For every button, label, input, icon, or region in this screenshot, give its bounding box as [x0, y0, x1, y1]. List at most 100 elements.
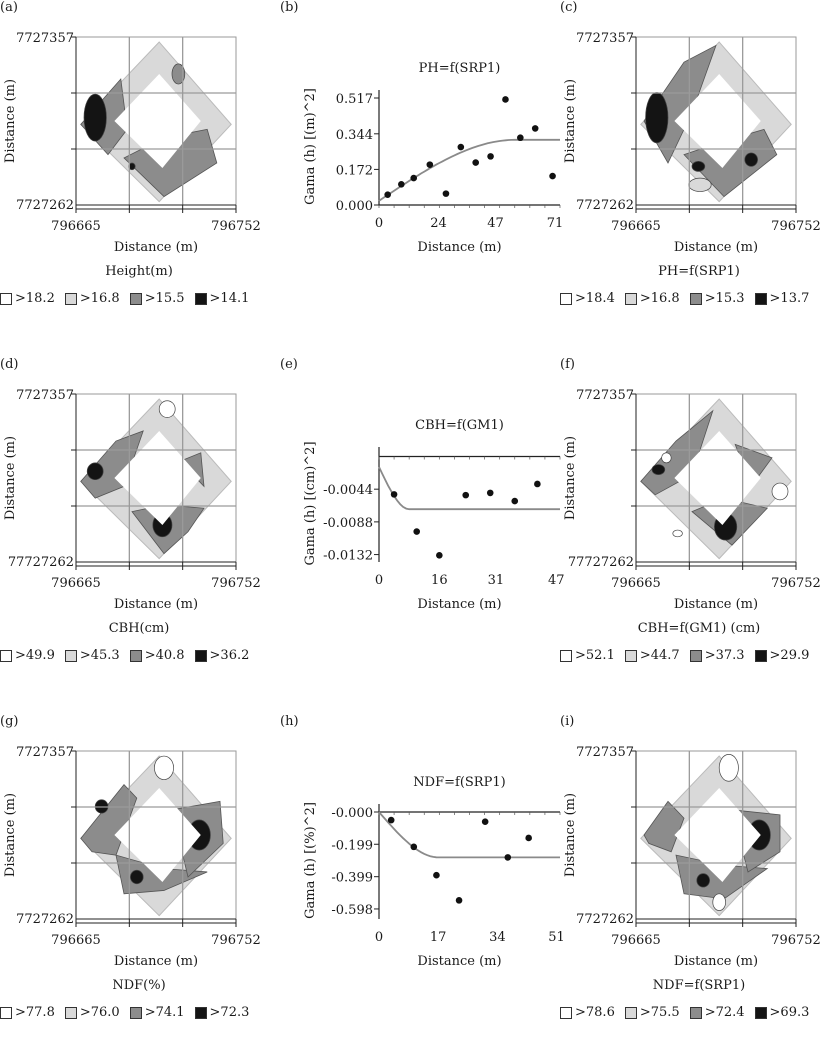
contour-spot — [672, 529, 683, 538]
legend-swatch — [560, 292, 572, 305]
panel-a: (a) 7727357 7727262 796665 796752 Distance (m… — [0, 0, 278, 340]
y-axis-label: Distance (m) — [3, 436, 18, 520]
legend: >18.4 >16.8 >15.3 >13.7 — [560, 291, 835, 306]
chart-title: NDF=f(SRP1) — [413, 775, 505, 790]
y-tick-label: -0.399 — [331, 871, 373, 886]
legend-label: >16.8 — [79, 291, 120, 306]
y-tick-label: 0.172 — [336, 163, 373, 178]
legend: >18.2 >16.8 >15.5 >14.1 — [0, 291, 290, 306]
y-tick-label: -0.000 — [331, 806, 373, 821]
contour-spot — [691, 160, 706, 172]
contour-spot — [645, 92, 669, 144]
contour-spot — [688, 177, 712, 192]
y-axis-label: Gama (h) [(m)^2] — [303, 88, 318, 205]
legend-item: >14.1 — [194, 291, 249, 306]
panel-i: (i) 7727357 7727262 796665 796752 Distance (m… — [560, 714, 835, 1054]
contour-spot — [744, 152, 758, 167]
y-tick-label: 7727357 — [16, 31, 74, 46]
x-axis-label: Distance (m) — [674, 954, 758, 969]
legend-label: >69.3 — [769, 1005, 810, 1020]
x-tick-label: 796665 — [51, 219, 101, 234]
x-tick-label: 47 — [487, 216, 504, 231]
y-tick-label: 7727357 — [576, 31, 634, 46]
y-axis-label: Distance (m) — [3, 793, 18, 877]
contour-map: 7727357 77727262 796665 796752 Distance (m) D… — [3, 388, 261, 612]
data-point — [398, 181, 405, 188]
legend-item: >36.2 — [194, 648, 250, 663]
x-tick-label: 0 — [375, 573, 383, 588]
data-point — [487, 153, 494, 160]
inner-void — [674, 430, 761, 526]
x-tick-label: 16 — [431, 573, 448, 588]
inner-void — [674, 787, 761, 883]
legend-label: >44.7 — [639, 648, 680, 663]
legend-label: >36.2 — [209, 648, 250, 663]
legend: >77.8 >76.0 >74.1 >72.3 — [0, 1005, 290, 1020]
legend-item: >77.8 — [0, 1005, 55, 1020]
legend-item: >37.3 — [689, 648, 745, 663]
legend-swatch — [624, 1006, 637, 1019]
x-tick-label: 796752 — [211, 576, 261, 591]
legend-label: >52.1 — [575, 648, 615, 663]
panel-label: (h) — [280, 714, 299, 729]
x-tick-label: 796752 — [211, 933, 261, 948]
legend-swatch — [64, 649, 77, 662]
y-tick-label: 7727262 — [576, 198, 634, 213]
y-tick-label: 7727262 — [16, 912, 74, 927]
legend-swatch — [129, 292, 142, 305]
legend-item: >49.9 — [0, 648, 55, 663]
legend-swatch — [194, 1006, 207, 1019]
legend-swatch — [0, 649, 12, 662]
y-tick-label: 77727262 — [8, 555, 74, 570]
legend-label: >77.8 — [15, 1005, 55, 1020]
legend-label: >49.9 — [15, 648, 55, 663]
legend-swatch — [689, 649, 702, 662]
legend-label: >18.4 — [575, 291, 615, 306]
x-tick-label: 0 — [375, 216, 383, 231]
legend-item: >72.3 — [194, 1005, 250, 1020]
x-axis-label: Distance (m) — [674, 240, 758, 255]
data-point — [504, 854, 512, 861]
x-tick-label: 796752 — [771, 933, 821, 948]
x-axis-label: Distance (m) — [417, 597, 501, 612]
legend-swatch — [129, 649, 142, 662]
contour-map: 7727357 7727262 796665 796752 Distance (m) Di… — [3, 745, 261, 969]
panel-label: (e) — [280, 357, 298, 372]
contour-spot — [651, 464, 666, 475]
legend-item: >75.5 — [624, 1005, 680, 1020]
y-tick-label: 0.000 — [336, 199, 373, 214]
y-tick-label: -0.0132 — [323, 549, 373, 564]
y-tick-label: 0.344 — [336, 128, 373, 143]
legend-title: NDF=f(SRP1) — [652, 978, 746, 993]
data-point — [525, 834, 532, 842]
panel-f: (f) 7727357 77727262 796665 796752 Distance (… — [560, 357, 835, 697]
panel-d: (d) 7727357 77727262 796665 796752 Distance (… — [0, 357, 278, 697]
data-point — [502, 96, 509, 103]
legend-title: NDF(%) — [112, 978, 166, 993]
contour-spot — [696, 873, 710, 888]
y-axis-label: Distance (m) — [563, 79, 578, 163]
panel-h: (h) NDF=f(SRP1) 0 17 34 51 -0.000 -0.199 -0.399 -… — [280, 714, 565, 1054]
data-point — [390, 491, 398, 498]
panel-label: (b) — [280, 0, 299, 15]
chart-title: CBH=f(GM1) — [415, 418, 504, 433]
panel-label: (g) — [0, 714, 19, 729]
variogram-chart: NDF=f(SRP1) 0 17 34 51 -0.000 -0.199 -0.399 -0.5… — [303, 775, 565, 969]
data-point — [387, 816, 395, 824]
legend-label: >37.3 — [704, 648, 745, 663]
panel-e: (e) CBH=f(GM1) 0 16 31 47 -0.0044 -0.0088 -0.013… — [280, 357, 565, 697]
legend-swatch — [194, 649, 207, 662]
legend-item: >13.7 — [754, 291, 809, 306]
data-point — [436, 552, 443, 559]
contour-map: 7727357 7727262 796665 796752 Distance (m) Di… — [563, 745, 821, 969]
data-point — [549, 172, 556, 180]
legend-swatch — [754, 292, 767, 305]
y-tick-label: -0.598 — [331, 903, 373, 918]
panel-label: (a) — [0, 0, 18, 15]
legend-label: >72.3 — [209, 1005, 250, 1020]
y-tick-label: 7727357 — [16, 388, 74, 403]
data-point — [413, 528, 421, 535]
legend-label: >40.8 — [144, 648, 185, 663]
legend-item: >72.4 — [689, 1005, 745, 1020]
panel-b: (b) PH=f(SRP1) 0 24 47 71 0.000 0.172 0.344 0.517… — [280, 0, 563, 340]
